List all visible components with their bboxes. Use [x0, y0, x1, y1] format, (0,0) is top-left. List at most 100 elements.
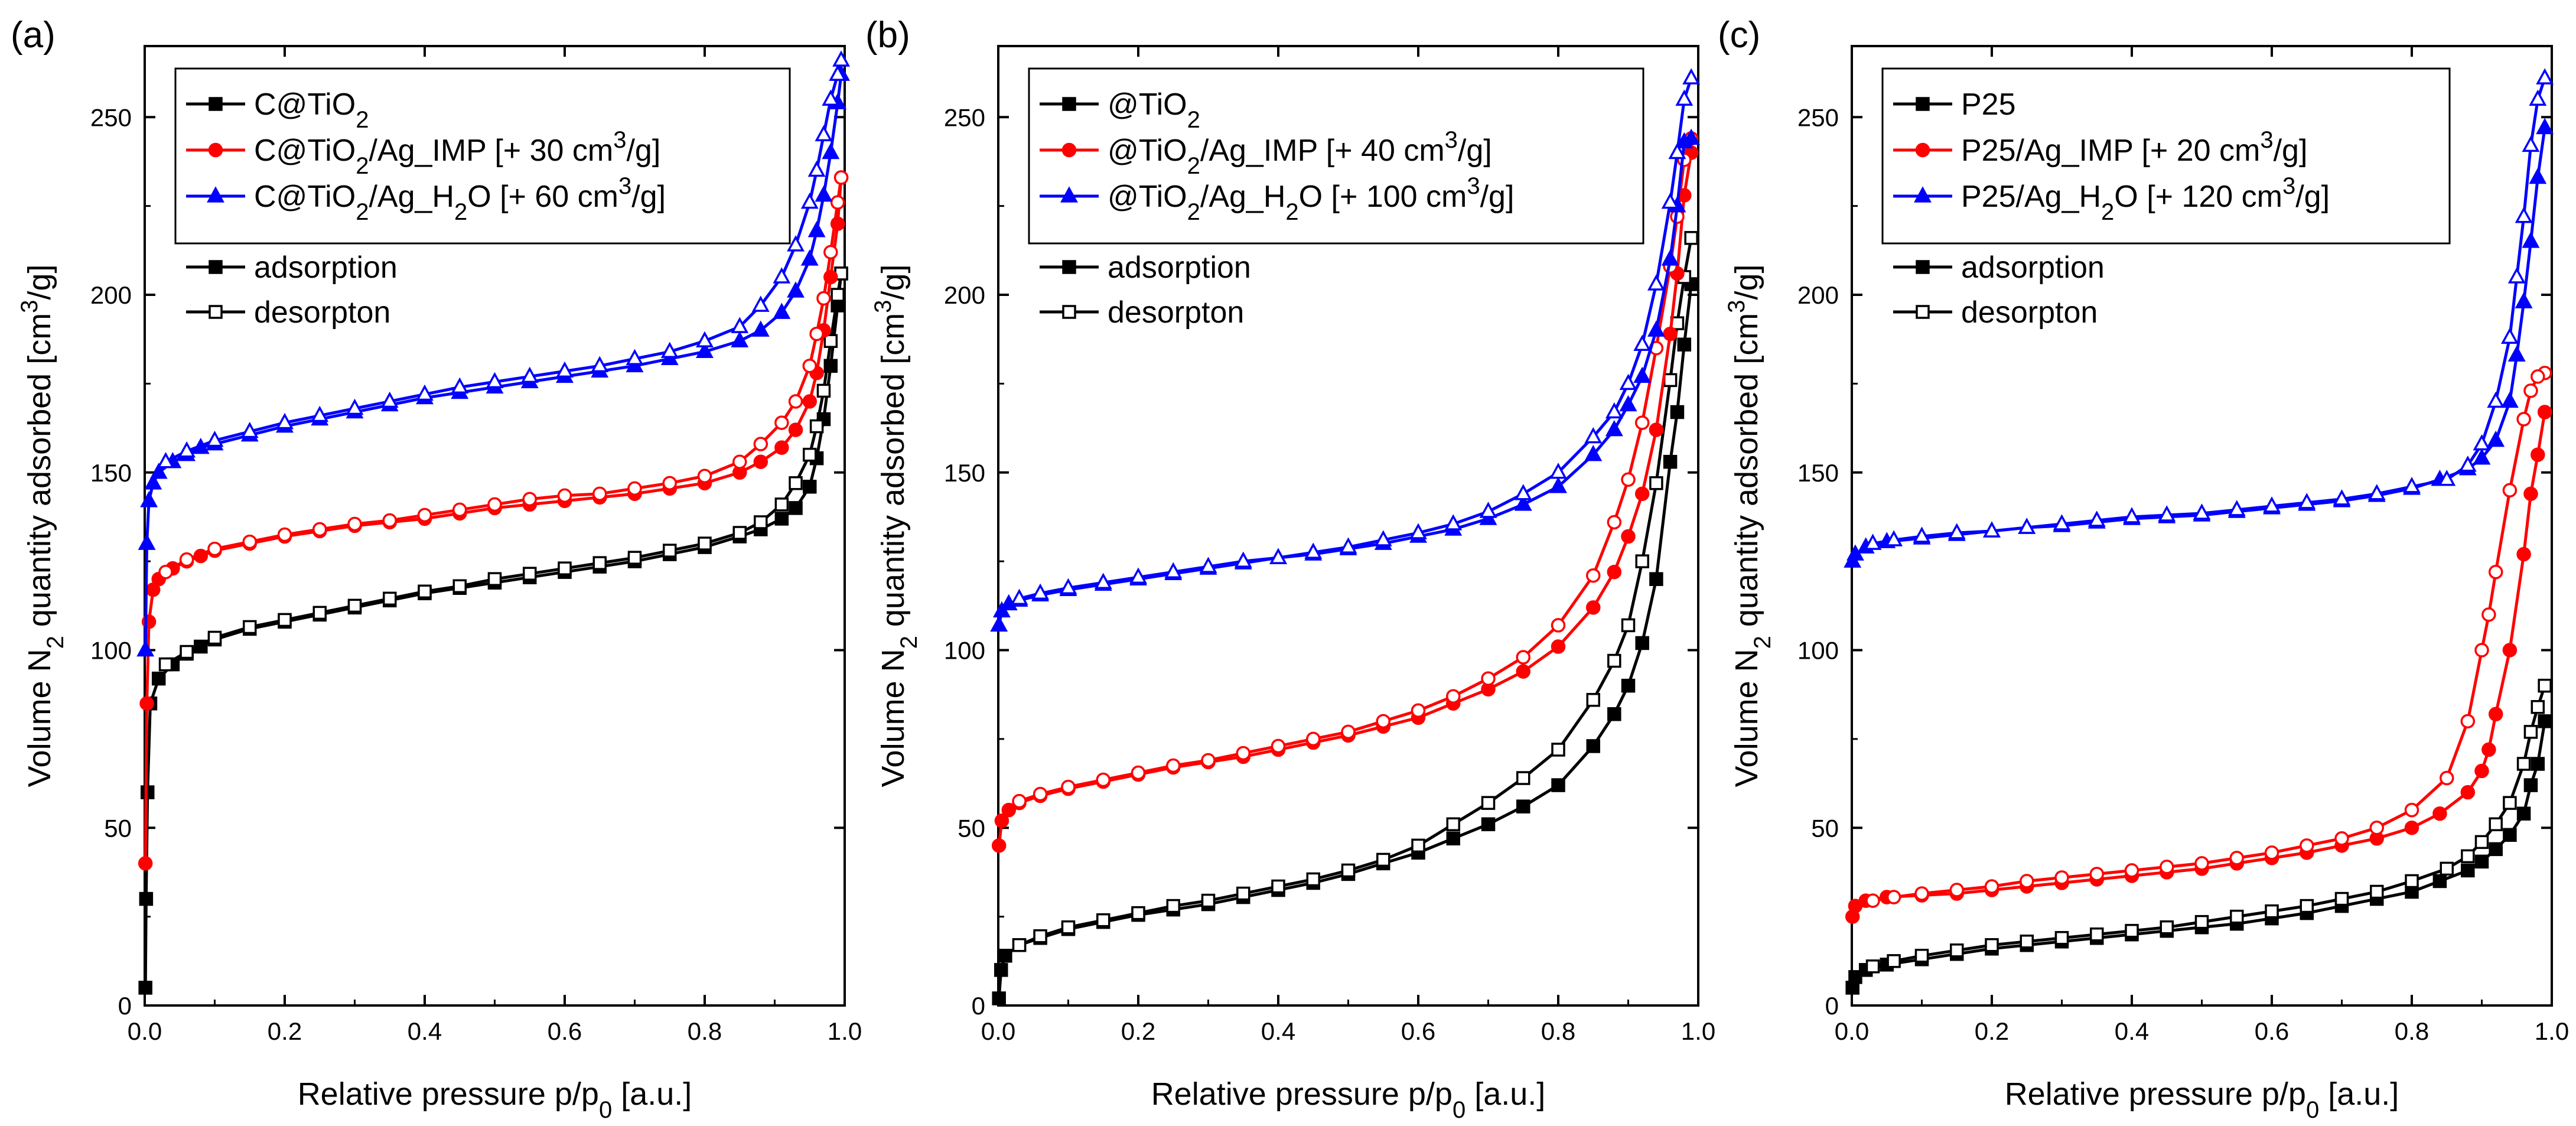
adsorption-point — [774, 440, 789, 455]
desorption-point — [2523, 383, 2538, 398]
desorption-point — [1684, 231, 1698, 245]
desorption-point — [451, 377, 469, 394]
legend-marker — [1916, 260, 1930, 274]
desorption-point — [1341, 863, 1356, 878]
adsorption-point — [1001, 802, 1017, 818]
adsorption-point — [191, 438, 210, 454]
x-tick-label: 0.6 — [1401, 1017, 1435, 1045]
desorption-line — [1872, 685, 2546, 968]
desorption-point — [1236, 886, 1250, 901]
x-tick-label: 0.8 — [1541, 1017, 1575, 1045]
adsorption-line — [144, 177, 843, 864]
desorption-point — [2194, 856, 2209, 871]
legend-marker — [1915, 142, 1930, 158]
adsorption-point — [822, 142, 840, 160]
adsorption-point — [991, 838, 1007, 853]
x-tick-label: 1.0 — [1681, 1017, 1715, 1045]
desorption-point — [2460, 714, 2476, 729]
adsorption-point — [2538, 714, 2552, 728]
adsorption-line — [1851, 721, 2546, 988]
y-tick-label: 50 — [958, 814, 985, 842]
desorption-point — [2529, 89, 2547, 106]
y-tick-label: 200 — [944, 281, 985, 309]
y-tick-label: 0 — [118, 992, 132, 1020]
desorption-point — [312, 522, 327, 537]
desorption-point — [278, 613, 292, 627]
legend-marker — [1062, 305, 1076, 319]
desorption-point — [486, 372, 504, 389]
adsorption-point — [136, 640, 155, 657]
desorption-point — [2487, 391, 2505, 408]
adsorption-point — [139, 696, 154, 711]
desorption-point — [2300, 838, 2314, 853]
desorption-point — [2193, 503, 2211, 520]
desorption-point — [2488, 564, 2503, 580]
adsorption-point — [802, 394, 817, 409]
adsorption-point — [1634, 486, 1650, 502]
desorption-point — [1234, 551, 1252, 568]
desorption-point — [2087, 510, 2106, 527]
desorption-point — [823, 245, 838, 260]
desorption-point — [2516, 412, 2531, 427]
adsorption-point — [803, 480, 817, 494]
desorption-point — [1376, 714, 1390, 729]
chart-panel-3: (c) 0.0 0.2 0.4 0.6 0.8 1.0 0 50 100 150 200 250 Rela… — [1718, 15, 2569, 1123]
desorption-point — [2536, 68, 2554, 84]
desorption-point — [1446, 817, 1460, 831]
adsorption-point — [2500, 391, 2519, 408]
desorption-point — [732, 454, 747, 469]
desorption-point — [242, 534, 257, 549]
adsorption-point — [138, 856, 153, 871]
desorption-point — [1634, 415, 1650, 430]
adsorption-point — [807, 221, 826, 237]
desorption-point — [1096, 913, 1110, 928]
desorption-point — [2227, 500, 2246, 516]
adsorption-point — [1514, 494, 1532, 511]
desorption-point — [276, 412, 294, 429]
x-tick-label: 1.0 — [828, 1017, 862, 1045]
adsorption-point — [2473, 448, 2491, 465]
adsorption-point — [1661, 249, 1679, 266]
desorption-point — [2020, 874, 2034, 889]
legend-adsorption: adsorption — [254, 250, 398, 285]
desorption-point — [380, 391, 399, 408]
adsorption-point — [140, 491, 158, 507]
adsorption-point — [1621, 678, 1636, 693]
y-tick-label: 150 — [90, 459, 132, 487]
desorption-point — [2403, 477, 2421, 493]
desorption-point — [1584, 427, 1603, 444]
adsorption-point — [1607, 707, 1621, 721]
y-tick-label: 50 — [1811, 814, 1839, 842]
legend-desorption: desorpton — [1108, 295, 1244, 330]
desorption-point — [1668, 142, 1686, 160]
desorption-point — [179, 552, 194, 567]
adsorption-point — [994, 813, 1009, 828]
y-tick-label: 100 — [90, 637, 132, 665]
x-axis-label: Relative pressure p/p0 [a.u.] — [2005, 1076, 2399, 1123]
adsorption-point — [2516, 806, 2531, 821]
adsorption-point — [1549, 477, 1567, 493]
legend-label: @TiO2/Ag_H2O [+ 100 cm3/g] — [1108, 173, 1514, 225]
x-tick-label: 0.2 — [268, 1017, 302, 1045]
desorption-point — [591, 356, 609, 373]
desorption-point — [1271, 738, 1286, 754]
legend-label: C@TiO2/Ag_H2O [+ 60 cm3/g] — [254, 173, 666, 225]
series-1 — [138, 266, 848, 995]
desorption-line — [1872, 372, 2546, 903]
desorption-point — [1949, 883, 1964, 897]
adsorption-point — [2487, 430, 2505, 447]
desorption-line — [1018, 237, 1693, 947]
desorption-point — [1339, 537, 1357, 554]
desorption-point — [2458, 455, 2477, 472]
desorption-point — [1061, 779, 1076, 795]
desorption-point — [416, 384, 434, 401]
desorption-point — [1199, 557, 1217, 573]
legend-adsorption: adsorption — [1108, 250, 1251, 285]
legend-marker — [1062, 97, 1076, 111]
desorption-point — [731, 317, 749, 333]
adsorption-point — [2481, 742, 2496, 757]
desorption-point — [2264, 845, 2279, 860]
desorption-point — [2053, 514, 2071, 531]
desorption-point — [1516, 650, 1530, 665]
desorption-point — [2489, 817, 2503, 831]
